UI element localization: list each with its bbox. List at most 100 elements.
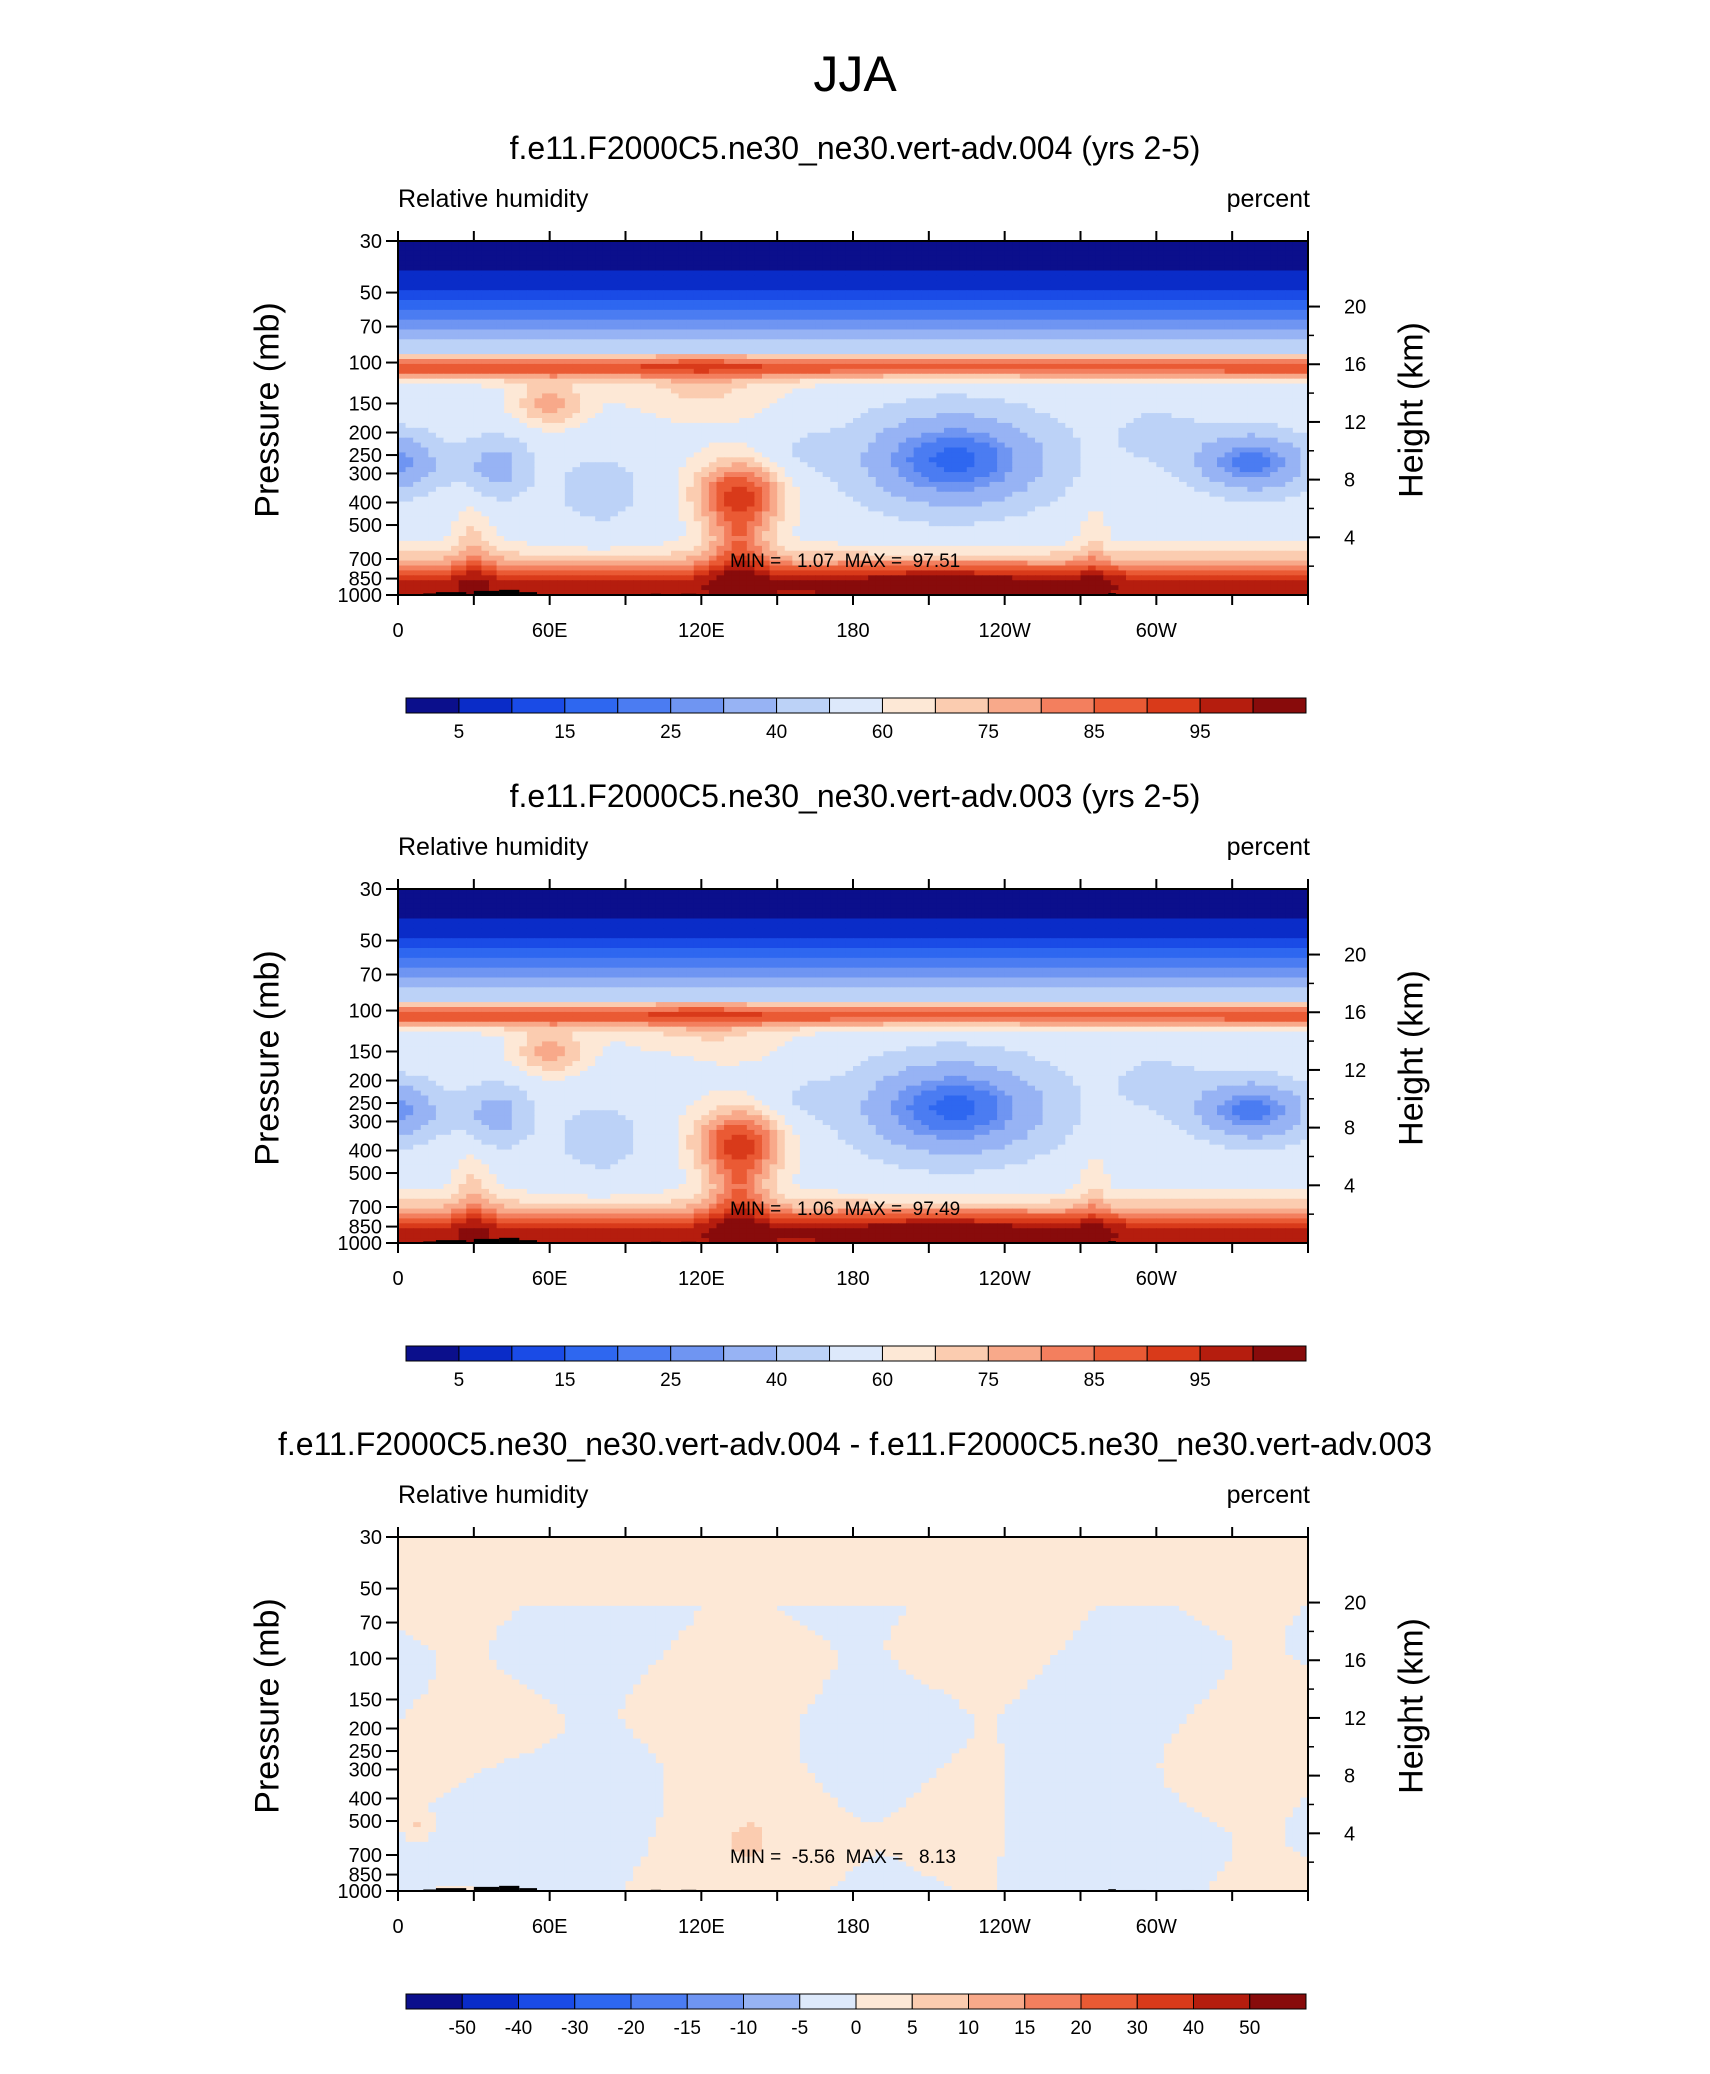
contour-cell xyxy=(504,324,513,331)
contour-cell xyxy=(405,344,414,350)
contour-cell xyxy=(1118,319,1127,326)
contour-cell xyxy=(739,378,748,385)
contour-cell xyxy=(708,437,718,444)
contour-cell xyxy=(1080,285,1089,291)
contour-cell xyxy=(868,388,877,395)
contour-cell xyxy=(997,427,1006,434)
contour-cell xyxy=(1247,432,1256,439)
contour-cell xyxy=(716,413,725,419)
contour-cell xyxy=(663,250,672,257)
contour-cell xyxy=(1163,359,1173,365)
contour-cell xyxy=(1254,314,1264,321)
contour-cell xyxy=(640,334,649,340)
contour-cell xyxy=(640,241,649,247)
contour-cell xyxy=(1262,245,1271,252)
contour-cell xyxy=(602,408,611,414)
contour-cell xyxy=(883,432,892,439)
contour-cell xyxy=(1103,255,1112,262)
contour-cell xyxy=(519,290,528,296)
contour-cell xyxy=(1262,349,1271,355)
contour-cell xyxy=(1027,437,1036,444)
contour-cell xyxy=(974,393,983,399)
contour-cell xyxy=(1118,344,1127,350)
contour-cell xyxy=(921,270,930,277)
contour-cell xyxy=(1163,349,1173,355)
contour-cell xyxy=(799,275,809,281)
contour-cell xyxy=(799,270,809,277)
contour-cell xyxy=(1247,393,1256,399)
contour-cell xyxy=(921,245,930,252)
contour-cell xyxy=(519,329,528,336)
contour-cell xyxy=(754,388,763,395)
contour-cell xyxy=(769,295,778,301)
contour-cell xyxy=(413,314,422,321)
contour-cell xyxy=(1126,260,1135,267)
contour-cell xyxy=(1262,329,1271,336)
contour-cell xyxy=(511,304,520,311)
contour-cell xyxy=(655,427,665,434)
contour-cell xyxy=(693,422,702,429)
contour-cell xyxy=(564,285,574,291)
contour-cell xyxy=(784,427,793,434)
contour-cell xyxy=(1141,378,1150,385)
contour-cell xyxy=(1027,245,1036,252)
contour-cell xyxy=(587,300,596,306)
contour-cell xyxy=(1148,241,1157,247)
contour-cell xyxy=(890,388,900,395)
contour-cell xyxy=(1035,349,1044,355)
contour-cell xyxy=(815,432,824,439)
contour-cell xyxy=(1277,265,1286,272)
contour-cell xyxy=(1300,270,1308,277)
contour-cell xyxy=(830,437,839,444)
contour-cell xyxy=(1035,250,1044,257)
contour-cell xyxy=(731,344,740,350)
contour-cell xyxy=(557,403,566,409)
contour-cell xyxy=(534,280,543,286)
contour-cell xyxy=(989,408,998,414)
contour-cell xyxy=(420,344,429,350)
contour-cell xyxy=(1027,373,1036,380)
contour-cell xyxy=(1118,363,1127,370)
contour-cell xyxy=(860,319,869,326)
contour-cell xyxy=(572,422,581,429)
contour-cell xyxy=(974,260,983,267)
contour-cell xyxy=(762,437,771,444)
contour-cell xyxy=(815,255,824,262)
contour-cell xyxy=(633,265,642,272)
contour-cell xyxy=(731,270,740,277)
contour-cell xyxy=(1247,290,1256,296)
contour-cell xyxy=(1285,398,1294,404)
contour-cell xyxy=(435,344,445,350)
contour-cell xyxy=(496,408,505,414)
contour-cell xyxy=(481,363,490,370)
contour-cell xyxy=(830,260,839,267)
contour-cell xyxy=(921,368,930,375)
contour-cell xyxy=(580,275,589,281)
contour-cell xyxy=(974,368,983,375)
contour-cell xyxy=(921,250,930,257)
contour-cell xyxy=(1285,334,1294,340)
contour-cell xyxy=(913,270,922,277)
contour-cell xyxy=(792,334,801,340)
contour-cell xyxy=(557,437,566,444)
contour-cell xyxy=(458,290,467,296)
contour-cell xyxy=(534,427,543,434)
contour-cell xyxy=(1262,408,1271,414)
contour-cell xyxy=(928,359,938,365)
contour-cell xyxy=(405,422,414,429)
contour-cell xyxy=(686,427,695,434)
contour-cell xyxy=(1292,432,1302,439)
contour-cell xyxy=(792,437,801,444)
contour-cell xyxy=(815,304,824,311)
contour-cell xyxy=(1080,339,1089,345)
contour-cell xyxy=(1103,319,1112,326)
contour-cell xyxy=(557,300,566,306)
contour-cell xyxy=(587,354,596,360)
contour-cell xyxy=(906,413,915,419)
contour-cell xyxy=(1050,339,1059,345)
contour-cell xyxy=(822,437,831,444)
contour-cell xyxy=(1050,260,1059,267)
contour-cell xyxy=(1110,265,1120,272)
contour-cell xyxy=(1126,393,1135,399)
contour-cell xyxy=(860,354,869,360)
